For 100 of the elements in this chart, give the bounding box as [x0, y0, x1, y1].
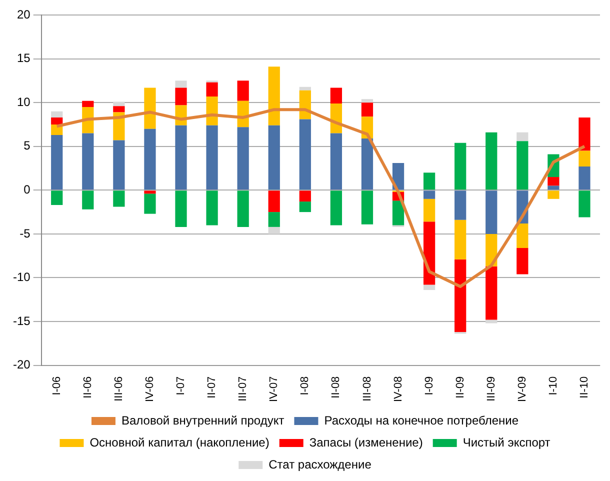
y-tick-label: 20	[16, 7, 31, 22]
bar	[548, 190, 560, 199]
bar	[144, 128, 156, 190]
bar	[113, 106, 125, 112]
bar	[548, 186, 560, 190]
bar	[361, 190, 374, 224]
bar	[206, 82, 218, 96]
bar	[175, 125, 187, 190]
y-tick-label: 5	[24, 138, 31, 153]
bar	[268, 190, 280, 212]
bar	[486, 190, 498, 234]
x-tick-label: I-08	[299, 376, 312, 396]
y-tick-label: -20	[13, 358, 31, 372]
bar	[82, 190, 94, 210]
bar	[548, 177, 560, 186]
legend-label: Основной капитал (накопление)	[90, 435, 270, 450]
bar	[206, 96, 218, 126]
x-tick-label: I-07	[175, 376, 188, 396]
bar	[423, 198, 436, 222]
bar	[392, 200, 404, 226]
x-tick-label: I-09	[423, 376, 436, 396]
bar	[144, 88, 156, 129]
bar	[361, 138, 374, 190]
bar	[51, 190, 63, 206]
bar	[578, 166, 590, 190]
bar	[486, 320, 498, 324]
bar	[330, 190, 342, 226]
x-tick-label: III-07	[237, 376, 250, 402]
bar	[113, 140, 125, 190]
bar	[206, 125, 218, 190]
bar	[361, 99, 374, 103]
bar	[423, 284, 436, 290]
bar	[51, 117, 63, 124]
x-tick-label: II-08	[330, 376, 342, 398]
bar	[113, 190, 125, 207]
x-tick-label: III-06	[112, 376, 125, 402]
y-tick-label: -5	[20, 226, 31, 240]
y-tick-label: 0	[24, 182, 31, 196]
x-tick-label: II-10	[578, 376, 591, 398]
bar	[82, 133, 94, 190]
bar	[175, 190, 187, 227]
x-tick-label: IV-08	[392, 376, 404, 402]
bar	[237, 127, 249, 190]
bar	[423, 190, 436, 199]
bar	[299, 202, 311, 212]
bar	[268, 226, 280, 234]
y-tick-label: 10	[16, 94, 31, 109]
bar	[175, 80, 187, 88]
bar	[578, 150, 590, 167]
bar	[578, 117, 590, 151]
legend-label: Запасы (изменение)	[309, 435, 423, 450]
bar	[299, 86, 311, 90]
bar	[578, 190, 590, 218]
bar	[299, 190, 311, 202]
bar	[299, 119, 311, 190]
x-tick-label: II-09	[454, 376, 466, 398]
bar	[361, 102, 374, 117]
bar	[206, 190, 218, 226]
x-tick-label: III-08	[361, 376, 374, 402]
legend-label: Расходы на конечное потребление	[324, 413, 519, 428]
bar	[268, 212, 280, 227]
bar	[330, 88, 342, 104]
x-tick-label: I-10	[547, 376, 560, 396]
bar	[516, 223, 528, 248]
bar	[454, 142, 466, 190]
y-tick-label: -10	[13, 270, 31, 284]
x-tick-label: I-06	[50, 376, 63, 396]
bar	[330, 133, 342, 190]
y-tick-label: 15	[16, 51, 31, 66]
bar	[516, 132, 528, 142]
legend-label: Стат расхождение	[268, 457, 372, 472]
bar	[516, 141, 528, 190]
bar	[423, 172, 436, 190]
bar	[423, 222, 436, 285]
legend-label: Чистый экспорт	[462, 435, 551, 450]
bar	[113, 102, 125, 106]
bar	[51, 111, 63, 118]
legend-label: Валовой внутренний продукт	[121, 413, 285, 428]
bar	[237, 190, 249, 227]
x-tick-label: IV-07	[268, 376, 280, 402]
bar	[268, 66, 280, 126]
bar	[516, 248, 528, 274]
bar	[51, 134, 63, 190]
x-tick-label: III-09	[485, 376, 498, 402]
bar	[144, 190, 156, 194]
y-tick-label: -15	[13, 314, 31, 328]
bar	[454, 220, 466, 260]
bar	[175, 88, 187, 106]
x-tick-label: II-06	[82, 376, 94, 398]
x-tick-label: IV-09	[516, 376, 528, 402]
bar	[486, 266, 498, 320]
bar	[144, 194, 156, 214]
x-tick-label: IV-06	[144, 376, 156, 402]
bar	[268, 125, 280, 190]
bar	[454, 259, 466, 332]
bar	[454, 190, 466, 220]
x-tick-label: II-07	[206, 376, 218, 398]
bar	[237, 80, 249, 101]
bar	[82, 100, 94, 107]
bar	[486, 132, 498, 190]
